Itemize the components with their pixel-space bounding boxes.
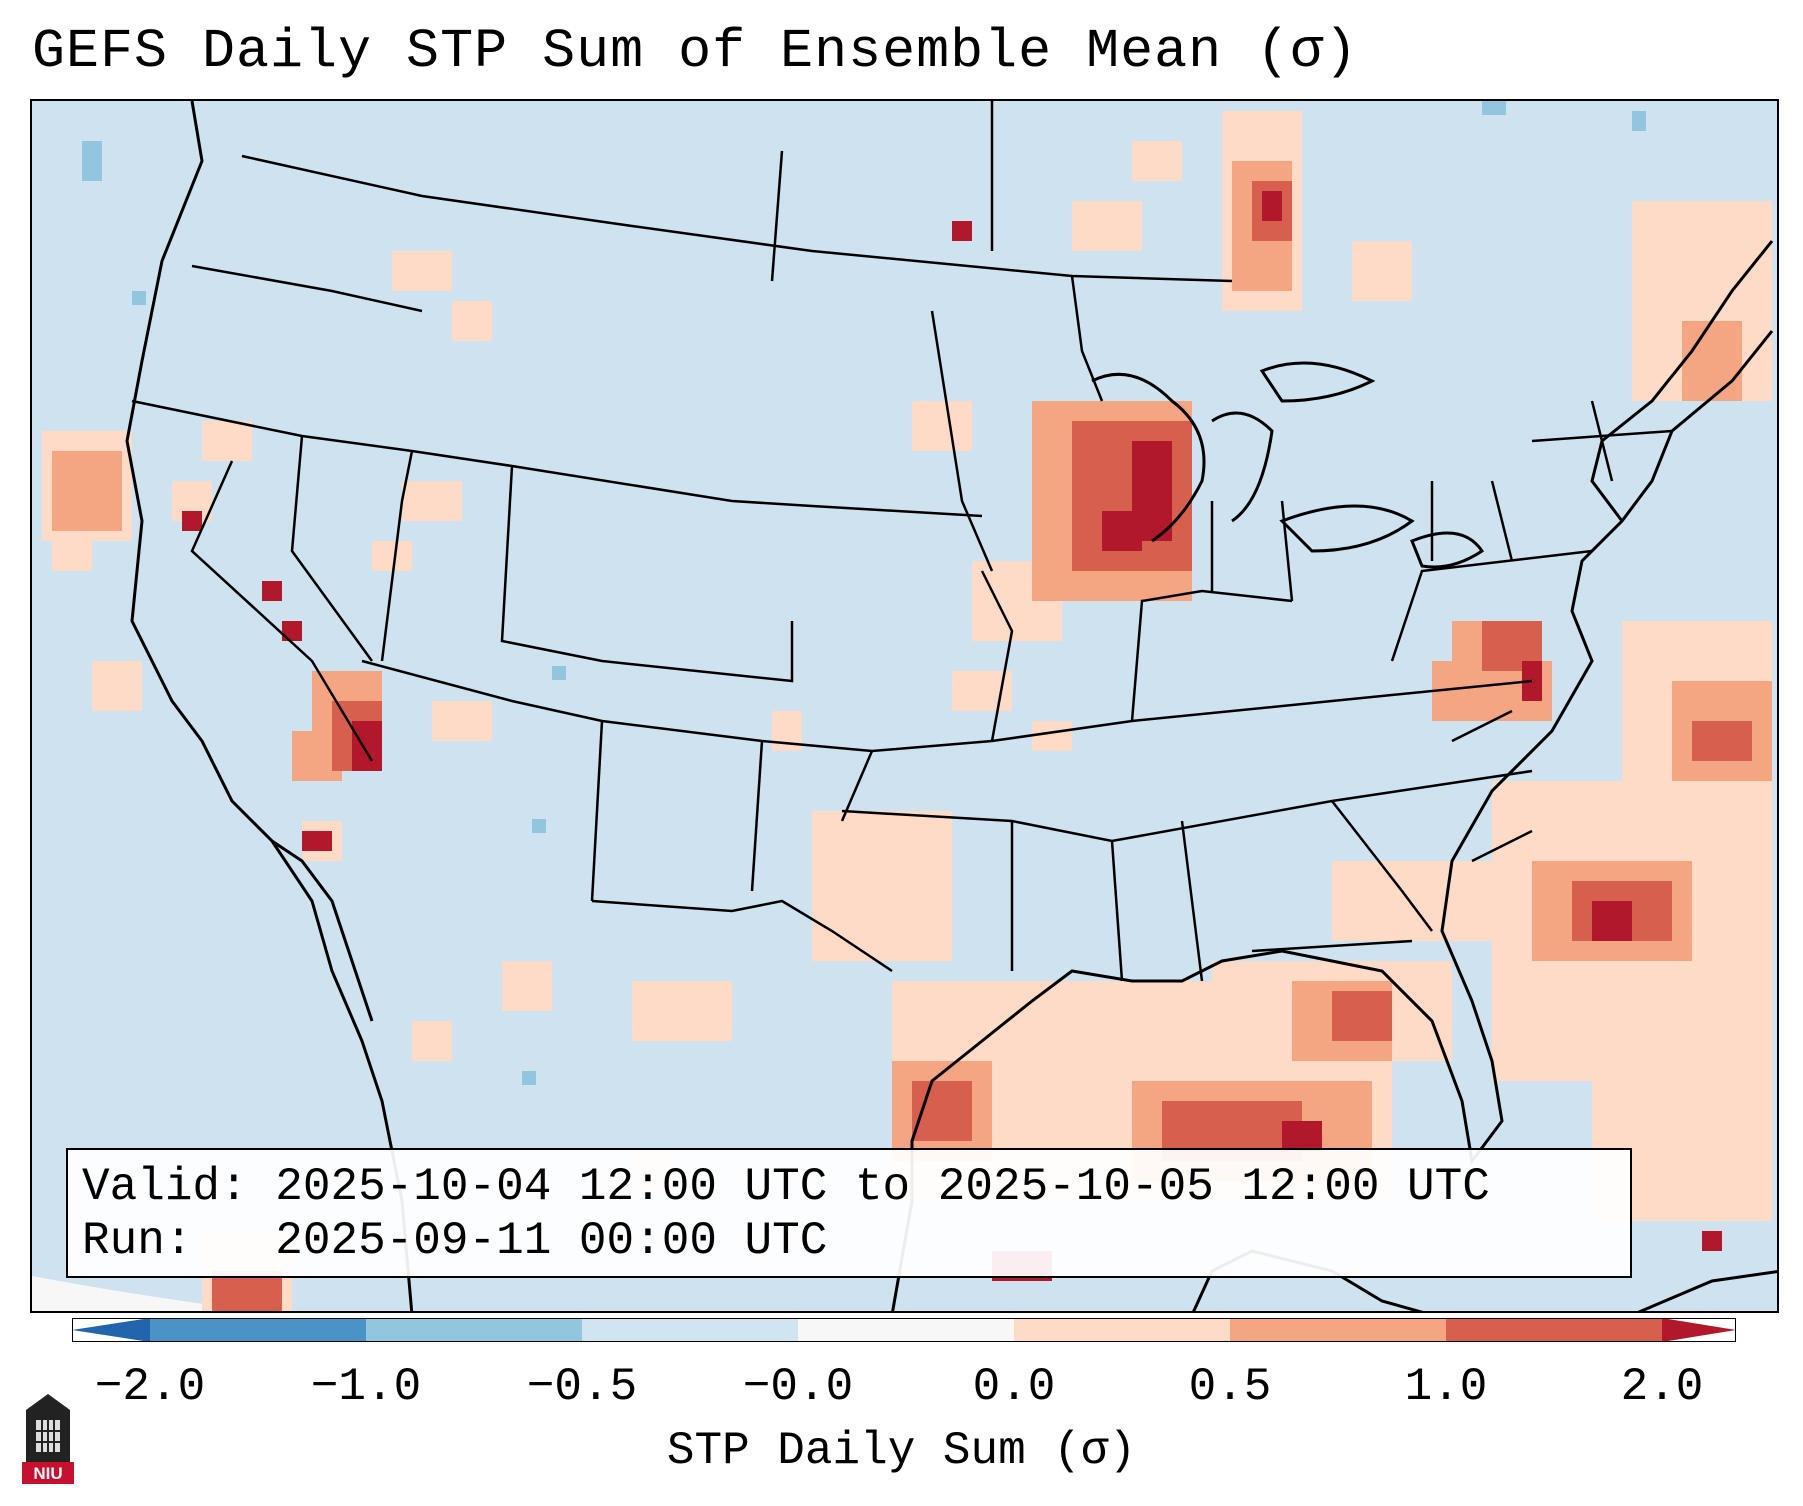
colorbar	[72, 1318, 1736, 1342]
colorbar-segment	[1230, 1318, 1446, 1342]
colorbar-extend-high	[1662, 1318, 1736, 1342]
run-label: Run:	[82, 1215, 193, 1267]
colorbar-segment	[798, 1318, 1014, 1342]
colorbar-tick-label: −0.5	[526, 1361, 638, 1413]
colorbar-extend-low	[72, 1318, 150, 1342]
colorbar-tick-label: 1.0	[1404, 1361, 1488, 1413]
valid-label: Valid:	[82, 1161, 248, 1213]
valid-value: 2025-10-04 12:00 UTC to 2025-10-05 12:00…	[275, 1161, 1490, 1213]
valid-run-info-box: Valid: 2025-10-04 12:00 UTC to 2025-10-0…	[66, 1148, 1632, 1278]
colorbar-segment	[1446, 1318, 1662, 1342]
logo-text: NIU	[33, 1464, 62, 1483]
colorbar-label: STP Daily Sum (σ)	[666, 1425, 1137, 1477]
chart-title: GEFS Daily STP Sum of Ensemble Mean (σ)	[32, 20, 1359, 83]
map-canvas	[32, 101, 1777, 1311]
valid-row: Valid: 2025-10-04 12:00 UTC to 2025-10-0…	[82, 1160, 1616, 1214]
colorbar-tick-label: 0.5	[1188, 1361, 1272, 1413]
map-panel	[30, 99, 1779, 1313]
colorbar-tick-label: −0.0	[742, 1361, 854, 1413]
colorbar-segment	[582, 1318, 798, 1342]
colorbar-outline	[72, 1318, 1736, 1342]
run-row: Run: 2025-09-11 00:00 UTC	[82, 1214, 1616, 1268]
colorbar-tick-label: −1.0	[310, 1361, 422, 1413]
colorbar-tick-label: −2.0	[94, 1361, 206, 1413]
run-value: 2025-09-11 00:00 UTC	[275, 1215, 828, 1267]
colorbar-tick-label: 0.0	[972, 1361, 1056, 1413]
niu-logo: NIU	[22, 1394, 74, 1484]
colorbar-segment	[1014, 1318, 1230, 1342]
off-domain-area	[32, 1276, 256, 1311]
colorbar-segment	[366, 1318, 582, 1342]
colorbar-tick-label: 2.0	[1620, 1361, 1704, 1413]
state-boundaries	[131, 101, 1673, 982]
stp-cells-negative	[82, 101, 1646, 1085]
colorbar-segment	[150, 1318, 366, 1342]
stp-cells-extreme	[182, 191, 1722, 1281]
